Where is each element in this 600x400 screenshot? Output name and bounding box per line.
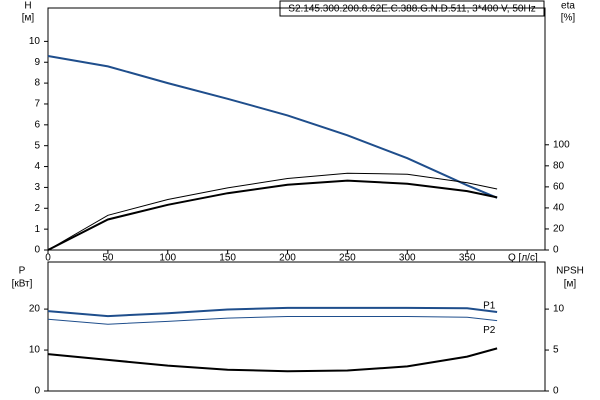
y2-tick-label: 100 (553, 139, 570, 150)
x-tick-label: 200 (279, 253, 296, 264)
y-tick-label: 9 (34, 57, 40, 68)
x-tick-label: 0 (45, 253, 51, 264)
y2-tick-label: 5 (553, 345, 559, 356)
y-tick-label: 1 (34, 224, 40, 235)
y2-tick-label: 80 (553, 160, 565, 171)
series-line (47, 172, 498, 251)
series-line (47, 55, 498, 199)
y2-label: NPSH (556, 266, 584, 277)
chart-title: S2.145.300.200.8.62E.C.388.G.N.D.511, 3*… (288, 4, 535, 15)
y2-unit: [%] (561, 13, 576, 24)
y-unit: [м] (22, 13, 35, 24)
y-label: P (19, 266, 26, 277)
y-tick-label: 4 (34, 161, 40, 172)
y-tick-label: 0 (34, 386, 40, 397)
y-tick-label: 20 (29, 304, 41, 315)
x-label: Q [л/с] (508, 253, 538, 264)
x-tick-label: 100 (159, 253, 176, 264)
series-line (47, 347, 498, 373)
series-label: P2 (483, 325, 496, 336)
y-unit: [кВт] (12, 279, 33, 290)
plot-frame (47, 261, 546, 392)
y-tick-label: 10 (29, 345, 41, 356)
y-tick-label: 10 (29, 36, 41, 47)
y-tick-label: 0 (34, 245, 40, 256)
y-tick-label: 6 (34, 119, 40, 130)
series-label: P1 (483, 301, 496, 312)
series-line (47, 306, 498, 318)
y2-unit: [м] (564, 279, 577, 290)
y-tick-label: 5 (34, 140, 40, 151)
y-tick-label: 2 (34, 203, 40, 214)
y2-tick-label: 10 (553, 304, 565, 315)
x-tick-label: 150 (219, 253, 236, 264)
series-line (47, 316, 498, 325)
y-tick-label: 8 (34, 78, 40, 89)
plot-frame (47, 7, 546, 251)
y2-tick-label: 60 (553, 182, 565, 193)
y2-tick-label: 0 (553, 245, 559, 256)
y-label: H (24, 1, 31, 12)
x-tick-label: 250 (339, 253, 356, 264)
y-tick-label: 3 (34, 182, 40, 193)
series-line (47, 179, 498, 251)
y2-tick-label: 20 (553, 224, 565, 235)
y-tick-label: 7 (34, 99, 40, 110)
x-tick-label: 350 (459, 253, 476, 264)
y2-label: eta (561, 1, 575, 12)
y2-tick-label: 40 (553, 203, 565, 214)
x-tick-label: 300 (399, 253, 416, 264)
y2-tick-label: 0 (553, 386, 559, 397)
x-tick-label: 50 (102, 253, 114, 264)
